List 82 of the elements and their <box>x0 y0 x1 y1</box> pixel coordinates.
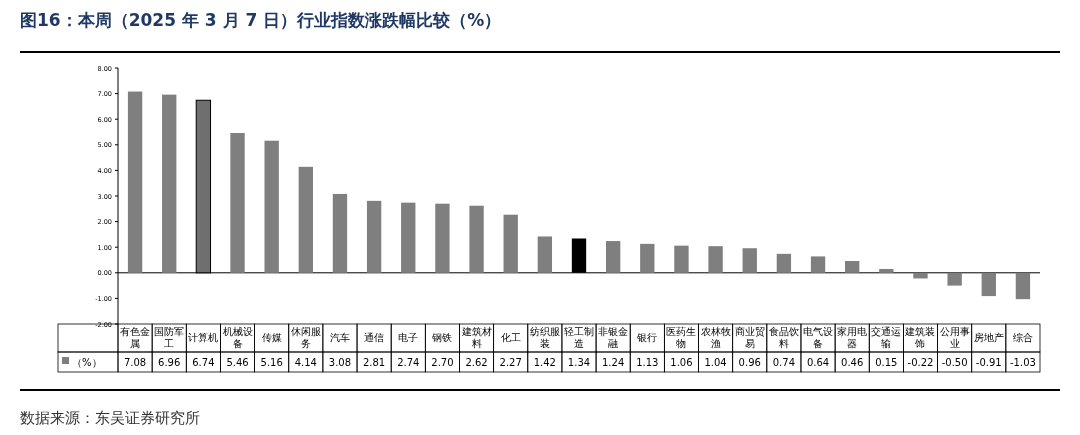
bar <box>742 248 757 273</box>
text: 0.15 <box>875 357 898 368</box>
bar <box>503 214 518 273</box>
x-tick-label: 国防军工 <box>154 326 185 349</box>
x-tick-label: 商业贸易 <box>734 326 765 349</box>
text: 2.81 <box>362 357 386 368</box>
x-tick-label: 建筑装饰 <box>904 326 936 349</box>
legend-label: （%） <box>72 357 102 368</box>
bar <box>879 268 894 273</box>
x-tick-label: 汽车 <box>329 332 350 343</box>
text: 0.74 <box>772 357 796 368</box>
x-tick-label: 计算机 <box>188 332 219 343</box>
bar <box>947 272 962 286</box>
bar <box>264 140 279 273</box>
bar <box>981 272 996 297</box>
x-tick-label: 综合 <box>1012 332 1033 343</box>
x-tick-label: 医药生物 <box>666 326 697 349</box>
text: 5.46 <box>226 357 249 368</box>
x-tick-label: 非银金融 <box>598 326 629 349</box>
text: -0.50 <box>941 357 968 368</box>
text: 6.96 <box>158 357 181 368</box>
x-tick-label: 房地产 <box>973 332 1004 343</box>
x-tick-label: 农林牧渔 <box>700 326 731 349</box>
text: 2.62 <box>465 357 488 368</box>
x-tick-label: 轻工制造 <box>564 326 594 349</box>
x-tick-label: 公用事业 <box>939 326 970 349</box>
text: -0.91 <box>975 357 1002 368</box>
bar <box>162 94 177 273</box>
bar <box>298 166 313 273</box>
text: 0.64 <box>806 357 830 368</box>
bar <box>366 200 382 273</box>
x-tick-label: 电子 <box>398 332 419 343</box>
text: 0.46 <box>841 357 864 368</box>
text: 2.70 <box>431 357 454 368</box>
bar <box>1015 272 1031 300</box>
x-tick-label: 纺织服装 <box>529 326 560 349</box>
text: 2.27 <box>499 357 522 368</box>
x-tick-label: 家用电器 <box>837 326 868 349</box>
text: 0.96 <box>738 357 761 368</box>
x-tick-label: 化工 <box>500 332 521 343</box>
text: 5.16 <box>260 357 283 368</box>
x-tick-label: 钢铁 <box>431 332 453 343</box>
x-tick-label: 银行 <box>636 332 658 343</box>
x-tick-label: 通信 <box>364 332 385 343</box>
text: 3.08 <box>328 357 352 368</box>
text: 1.06 <box>670 357 693 368</box>
text: 7.08 <box>123 357 147 368</box>
bar <box>230 133 245 273</box>
source-note: 数据来源：东吴证券研究所 <box>20 409 200 427</box>
text: 6.74 <box>192 357 215 368</box>
text: 1.34 <box>567 357 591 368</box>
bar <box>708 246 723 273</box>
bar <box>810 256 826 273</box>
bar <box>469 205 484 273</box>
bar <box>845 261 860 273</box>
bar <box>435 203 450 273</box>
text: -1.03 <box>1009 357 1036 368</box>
text: 2.74 <box>397 357 420 368</box>
bar <box>401 202 416 273</box>
bar <box>776 253 792 273</box>
text: 1.04 <box>704 357 727 368</box>
bar <box>127 91 143 273</box>
bar <box>674 245 689 273</box>
chart-title: 图16：本周（2025 年 3 月 7 日）行业指数涨跌幅比较（%） <box>20 10 502 30</box>
x-tick-label: 机械设备 <box>222 326 253 349</box>
x-tick-label: 建筑材料 <box>460 326 492 349</box>
bar <box>332 193 348 273</box>
bar <box>640 243 655 273</box>
x-tick-label: 传媒 <box>261 332 282 343</box>
text: -0.22 <box>907 357 934 368</box>
bar <box>605 241 621 273</box>
bar <box>537 236 553 273</box>
text: 1.13 <box>636 357 659 368</box>
x-tick-label: 食品饮料 <box>768 326 799 349</box>
text: 1.42 <box>533 357 556 368</box>
bar <box>913 272 928 279</box>
x-tick-label: 有色金属 <box>120 326 151 349</box>
x-tick-label: 交通运输 <box>871 326 902 349</box>
text: 4.14 <box>294 357 317 368</box>
text: 1.24 <box>602 357 625 368</box>
x-tick-label: 电气设备 <box>803 326 834 349</box>
x-tick-label: 休闲服务 <box>290 326 321 349</box>
